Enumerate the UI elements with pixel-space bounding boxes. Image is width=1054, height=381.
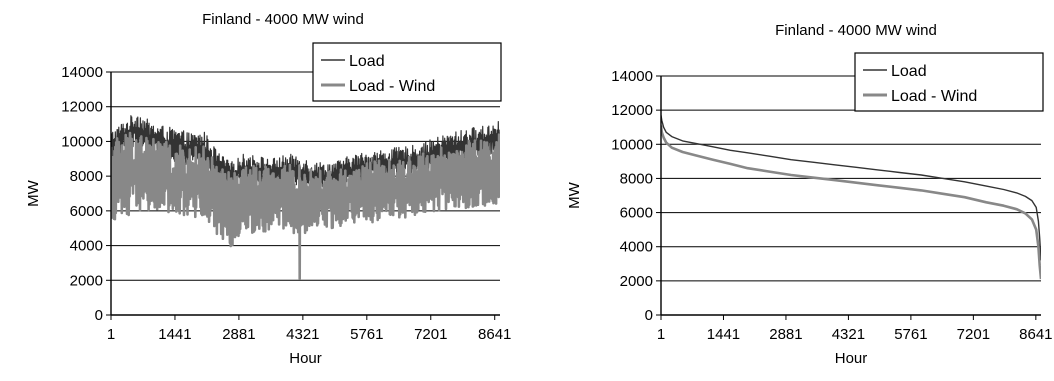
legend: Load Load - Wind — [312, 42, 502, 102]
series-line-load-minus-wind — [111, 131, 500, 280]
chart-panel-left: Finland - 4000 MW wind 0 2000 4000 6000 8000 1… — [25, 11, 511, 367]
x-tick-label: 7201 — [957, 326, 990, 343]
legend-box — [854, 52, 1044, 112]
y-tick-label: 10000 — [611, 136, 653, 153]
x-tick-label: 4321 — [286, 326, 319, 343]
series-line-load-minus-wind — [661, 125, 1041, 280]
y-tick-label: 2000 — [620, 273, 653, 290]
y-tick-label: 4000 — [620, 239, 653, 256]
y-tick-label: 4000 — [70, 238, 103, 255]
x-tick-label: 1441 — [707, 326, 740, 343]
x-axis-label: Hour — [289, 350, 322, 367]
y-tick-label: 6000 — [620, 205, 653, 222]
x-tick-label: 5761 — [350, 326, 383, 343]
legend-label: Load — [349, 53, 385, 70]
legend-label: Load - Wind — [349, 78, 435, 95]
x-tick-label: 8641 — [478, 326, 511, 343]
y-tick-label: 0 — [645, 307, 653, 324]
x-axis-label: Hour — [835, 350, 868, 367]
y-tick-label: 14000 — [61, 64, 103, 81]
chart-left: Finland - 4000 MW wind 0 2000 4000 6000 8000 1… — [25, 11, 511, 367]
y-tick-label: 6000 — [70, 203, 103, 220]
series-line-load — [111, 115, 500, 191]
x-tick-label: 1 — [657, 326, 665, 343]
y-tick-label: 8000 — [70, 168, 103, 185]
y-tick-label: 0 — [95, 307, 103, 324]
y-axis-label: MW — [25, 179, 42, 206]
legend-label: Load - Wind — [891, 88, 977, 105]
legend-box — [312, 42, 502, 102]
x-tick-label: 2881 — [222, 326, 255, 343]
y-tick-label: 12000 — [61, 99, 103, 116]
y-tick-label: 2000 — [70, 272, 103, 289]
plot-area — [111, 115, 500, 280]
legend: Load Load - Wind — [854, 52, 1044, 112]
legend-label: Load — [891, 63, 927, 80]
chart-panel-right: Finland - 4000 MW wind 0 2000 4000 6000 8000 1… — [527, 0, 1054, 381]
y-tick-label: 12000 — [611, 102, 653, 119]
chart-title: Finland - 4000 MW wind — [775, 22, 937, 39]
x-tick-label: 5761 — [894, 326, 927, 343]
series-line-load — [661, 115, 1041, 261]
y-tick-label: 10000 — [61, 133, 103, 150]
chart-title: Finland - 4000 MW wind — [202, 11, 364, 28]
y-tick-label: 8000 — [620, 170, 653, 187]
y-tick-label: 14000 — [611, 68, 653, 85]
x-tick-label: 4321 — [832, 326, 865, 343]
x-tick-label: 1 — [107, 326, 115, 343]
x-tick-label: 1441 — [158, 326, 191, 343]
chart-right: Finland - 4000 MW wind 0 2000 4000 6000 8000 1… — [566, 22, 1053, 367]
plot-area — [661, 115, 1041, 280]
y-axis-label: MW — [566, 181, 583, 208]
x-tick-label: 2881 — [769, 326, 802, 343]
x-tick-label: 7201 — [414, 326, 447, 343]
x-tick-label: 8641 — [1019, 326, 1052, 343]
